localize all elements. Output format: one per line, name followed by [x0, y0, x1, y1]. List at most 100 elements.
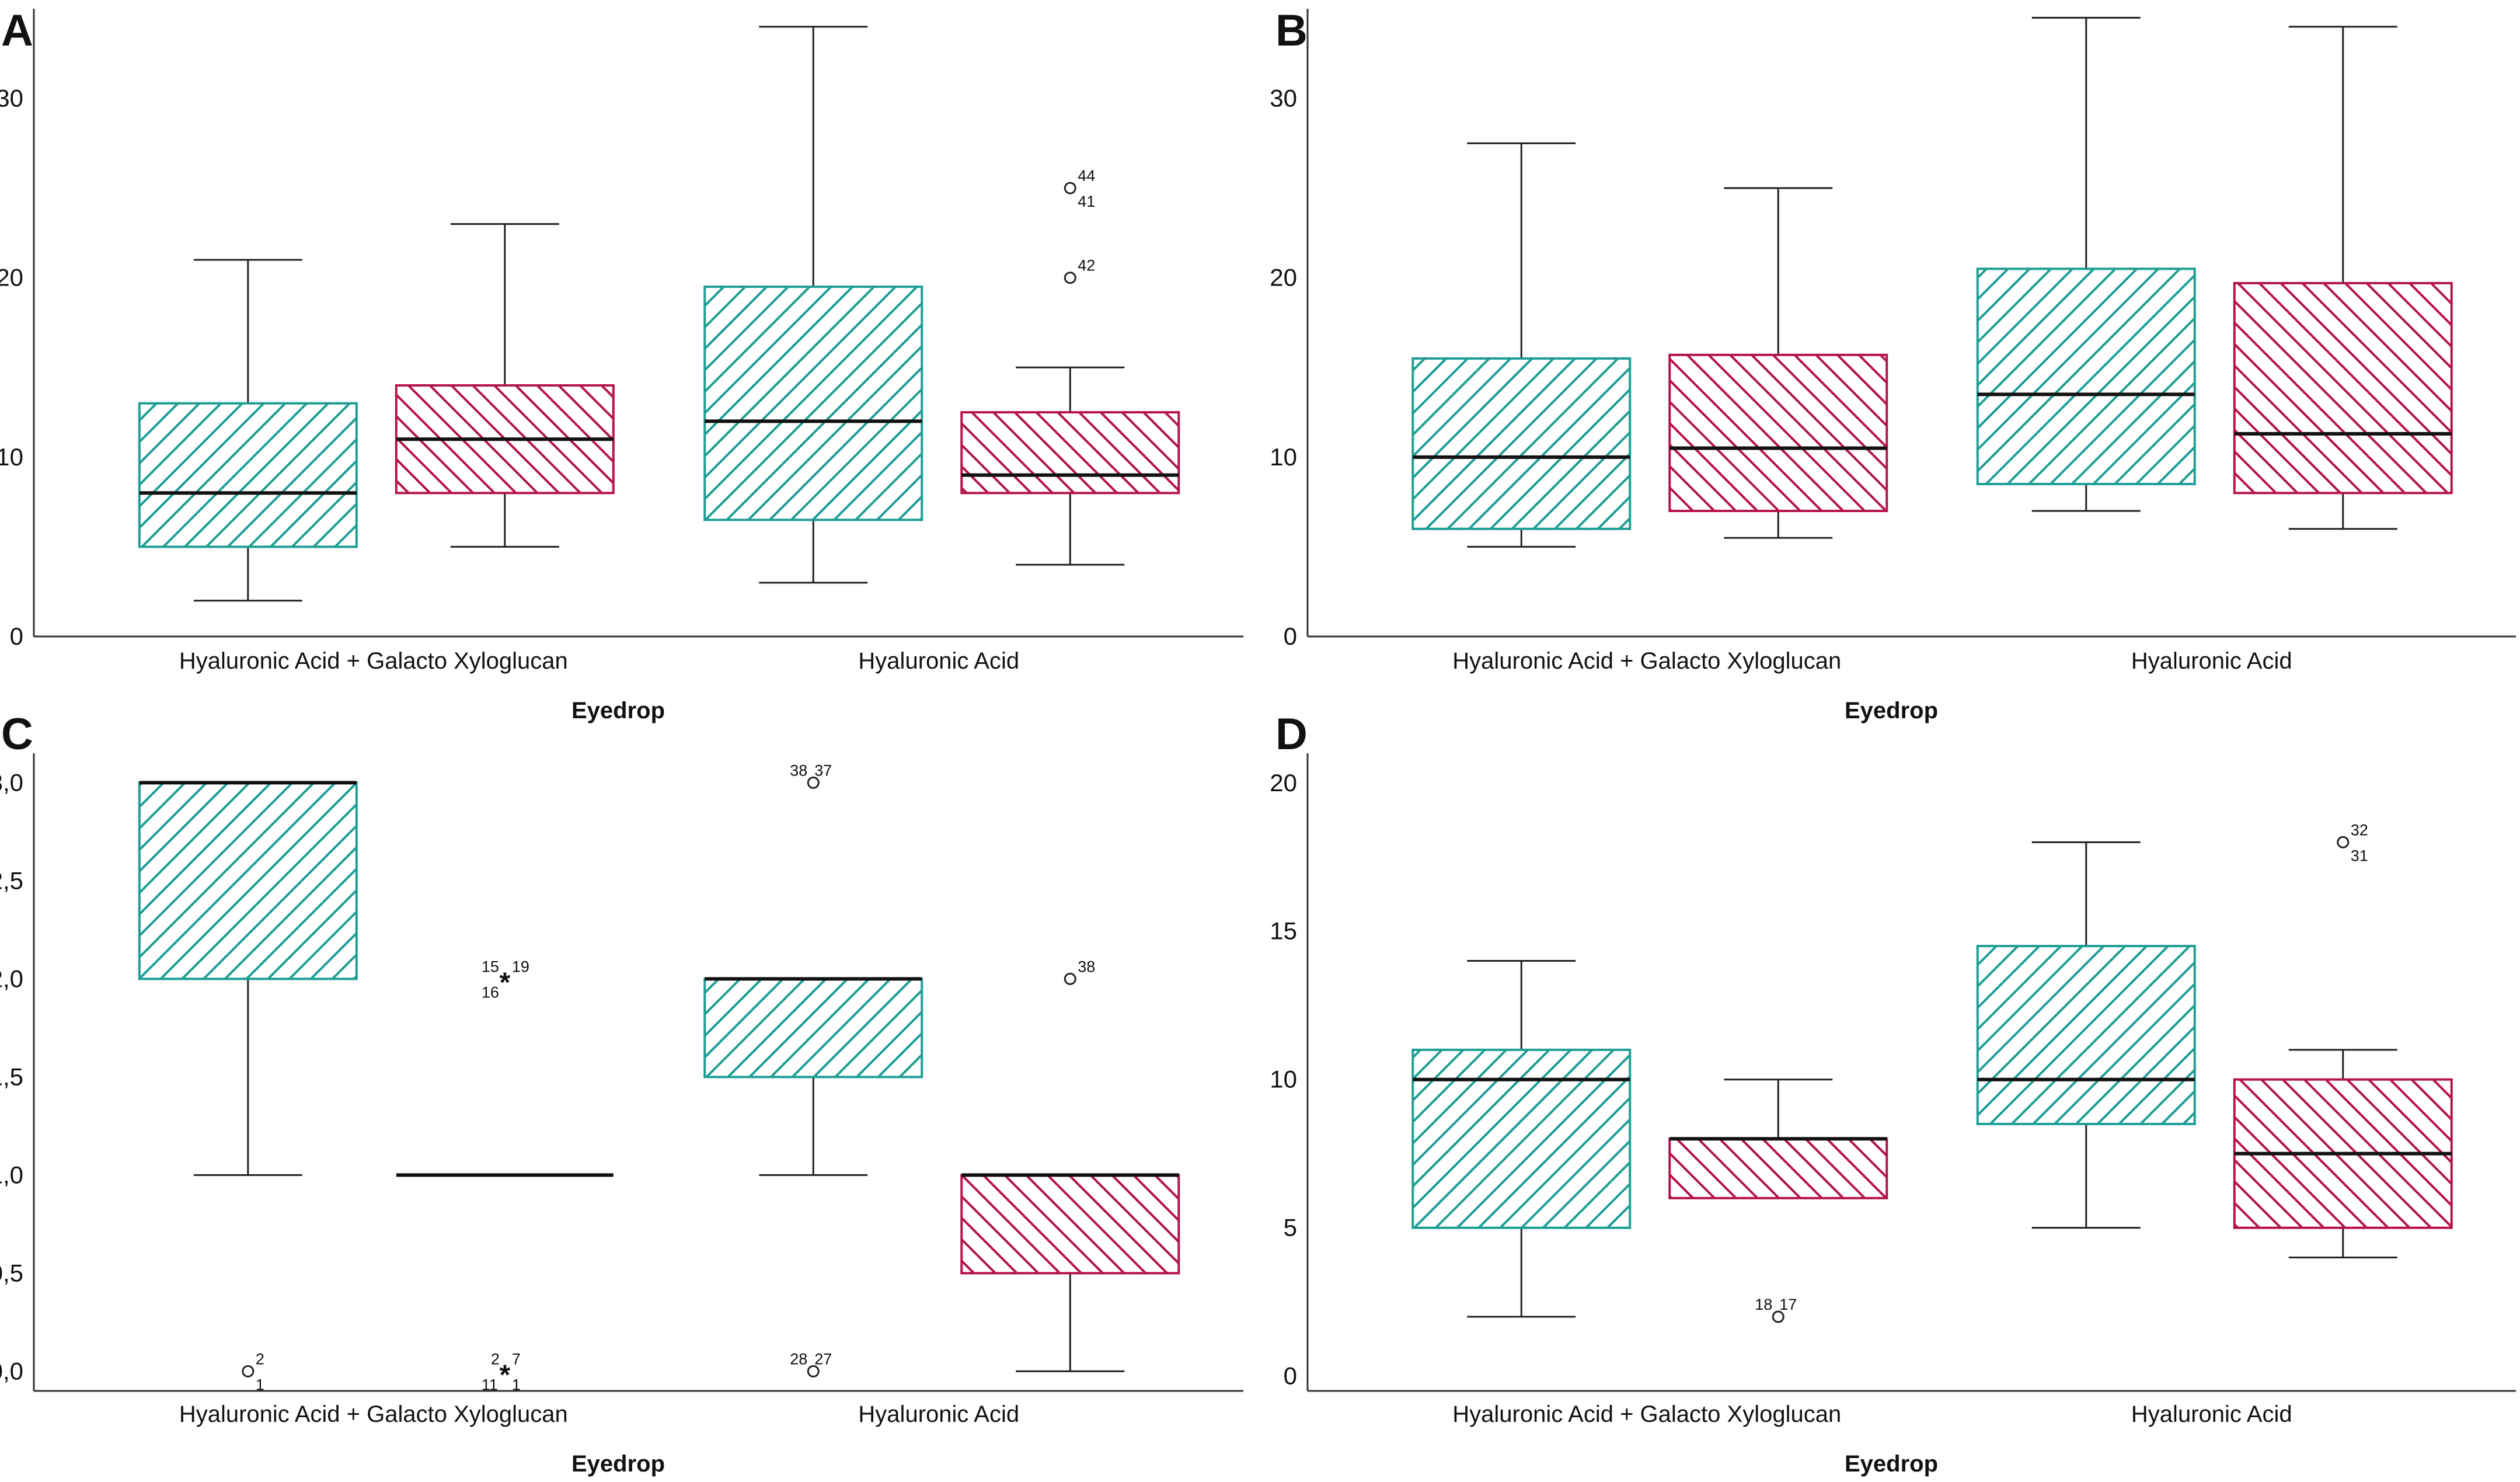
y-tick-label: 10	[1270, 1066, 1297, 1093]
outlier-label: 19	[512, 958, 529, 975]
outlier-label: 44	[1078, 167, 1095, 185]
outlier-label: 18	[1755, 1296, 1772, 1313]
y-tick-label: 1,0	[0, 1161, 23, 1188]
x-axis-title: Eyedrop	[1845, 698, 1938, 723]
panel-a: A 0 10 20 30 Hyaluronic Acid + Galacto Xylogl…	[0, 6, 1243, 723]
outlier-marker	[2337, 836, 2350, 848]
box-crimson: 38	[960, 958, 1180, 1372]
category-label: Hyaluronic Acid	[858, 648, 1019, 674]
y-tick-label: 15	[1270, 917, 1297, 945]
category-label: Hyaluronic Acid	[2131, 648, 2292, 674]
extreme-marker: *	[499, 967, 510, 998]
y-tick-label: 0,5	[0, 1259, 23, 1286]
box-body	[1976, 945, 2196, 1125]
category-label: Hyaluronic Acid + Galacto Xyloglucan	[179, 648, 568, 674]
panel-letter: C	[1, 709, 33, 759]
panel-d: D 0 5 10 15 20 Hyaluronic Acid + Galacto Xylog…	[1270, 709, 2516, 1477]
y-tick-label: 30	[1270, 85, 1297, 112]
x-axis-title: Eyedrop	[571, 1451, 665, 1477]
outlier-label: 17	[1779, 1296, 1797, 1313]
outlier-marker	[1064, 182, 1076, 194]
outlier-label: 1	[512, 1376, 521, 1393]
y-tick-label: 0,0	[0, 1357, 23, 1384]
box-teal	[1976, 841, 2196, 1229]
box-body	[960, 411, 1180, 495]
y-tick-label: 1,5	[0, 1063, 23, 1090]
box-body	[1976, 267, 2196, 485]
outlier-label: 11	[482, 1376, 498, 1393]
box-crimson	[2233, 26, 2453, 530]
box-body	[138, 781, 358, 980]
panel-letter: A	[1, 6, 33, 55]
box-teal	[1411, 142, 1632, 548]
box-teal	[1976, 16, 2196, 512]
box-body	[703, 286, 923, 521]
y-tick-label: 20	[1270, 264, 1297, 291]
y-tick-label: 10	[1270, 443, 1297, 471]
category-label: Hyaluronic Acid + Galacto Xyloglucan	[179, 1401, 568, 1427]
outlier-label: 42	[1078, 257, 1095, 274]
box-teal	[703, 26, 923, 584]
x-axis-title: Eyedrop	[571, 698, 665, 723]
y-tick-label: 0	[10, 622, 23, 650]
outlier-label: 31	[2351, 847, 2368, 864]
box-body	[1411, 357, 1632, 530]
box-body	[1411, 1048, 1632, 1229]
outlier-label: 37	[814, 761, 832, 779]
outlier-label: 2	[256, 1350, 264, 1368]
outlier-marker	[242, 1365, 255, 1377]
box-teal: 21	[138, 781, 358, 1393]
y-tick-label: 2,0	[0, 965, 23, 992]
outlier-marker	[807, 1365, 820, 1377]
x-axis-title: Eyedrop	[1845, 1451, 1938, 1477]
category-label: Hyaluronic Acid	[2131, 1401, 2292, 1427]
box-body	[138, 402, 358, 548]
y-tick-label: 20	[1270, 769, 1297, 796]
extreme-marker: *	[499, 1359, 510, 1390]
panel-c: C 0,0 0,5 1,0 1,5 2,0 2,5 3,0 Hyaluronic Acid + …	[0, 709, 1243, 1477]
outlier-marker	[807, 776, 820, 789]
box-body	[2233, 281, 2453, 495]
outlier-label: 7	[512, 1350, 521, 1368]
outlier-label: 2	[491, 1350, 500, 1368]
category-label: Hyaluronic Acid + Galacto Xyloglucan	[1452, 648, 1841, 674]
outlier-label: 28	[790, 1350, 807, 1368]
y-tick-label: 0	[1284, 1362, 1297, 1390]
y-tick-label: 5	[1284, 1214, 1297, 1241]
y-tick-label: 30	[0, 85, 23, 112]
outlier-label: 1	[256, 1376, 264, 1393]
box-crimson: 44 41 42	[960, 167, 1180, 566]
y-tick-label: 2,5	[0, 867, 23, 894]
box-teal	[138, 259, 358, 602]
y-tick-label: 20	[0, 264, 23, 291]
box-teal: 38 37 28 27	[703, 761, 923, 1377]
category-label: Hyaluronic Acid + Galacto Xyloglucan	[1452, 1401, 1841, 1427]
panel-letter: B	[1275, 6, 1308, 55]
outlier-label: 38	[1078, 958, 1095, 975]
outlier-label: 27	[814, 1350, 832, 1368]
box-crimson: 18 17	[1668, 1079, 1888, 1323]
box-body	[960, 1174, 1180, 1275]
outlier-label: 32	[2351, 821, 2368, 839]
panel-letter: D	[1275, 709, 1308, 759]
box-body	[703, 977, 923, 1079]
y-tick-label: 0	[1284, 622, 1297, 650]
box-crimson	[395, 223, 615, 548]
outlier-label: 15	[482, 958, 499, 975]
outlier-label: 16	[482, 983, 499, 1001]
outlier-marker	[1772, 1310, 1784, 1323]
y-tick-label: 3,0	[0, 768, 23, 796]
y-tick-label: 10	[0, 443, 23, 471]
outlier-label: 41	[1078, 193, 1095, 210]
outlier-label: 38	[790, 761, 807, 779]
box-teal	[1411, 960, 1632, 1318]
box-crimson	[1668, 187, 1888, 539]
box-body	[1668, 353, 1888, 512]
outlier-marker	[1064, 972, 1076, 985]
box-body	[1668, 1137, 1888, 1199]
panel-b: B 0 10 20 30 Hyaluronic Acid + Galacto Xylogl…	[1270, 6, 2516, 723]
outlier-marker	[1064, 272, 1076, 284]
